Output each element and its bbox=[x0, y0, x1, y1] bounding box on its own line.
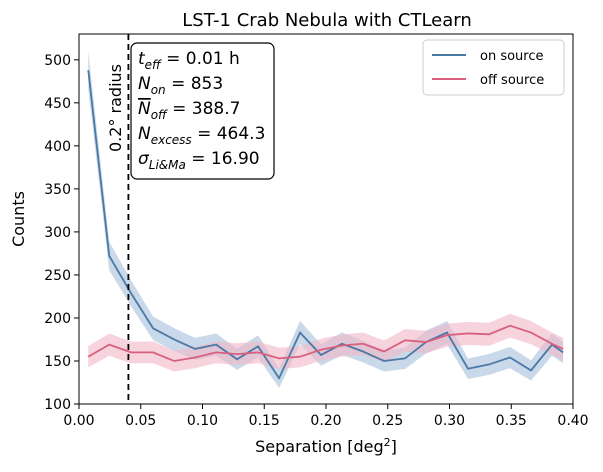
x-tick-label: 0.05 bbox=[125, 413, 156, 429]
stats-value: = 388.7 bbox=[167, 99, 241, 119]
stats-symbol: N bbox=[138, 74, 151, 94]
x-tick-label: 0.40 bbox=[557, 413, 588, 429]
stats-subscript: eff bbox=[145, 58, 162, 72]
x-tick-label: 0.15 bbox=[249, 413, 280, 429]
stats-line: Nexcess = 464.3 bbox=[138, 124, 265, 147]
y-axis: 100 150 200 250 300 350 400 450 500 bbox=[44, 53, 79, 413]
plot-area bbox=[87, 51, 564, 388]
y-axis-label: Counts bbox=[9, 191, 28, 247]
on-source-error-band bbox=[88, 51, 564, 388]
stats-value: = 0.01 h bbox=[161, 49, 240, 69]
legend: on source off source bbox=[422, 39, 565, 96]
legend-label-off-source: off source bbox=[480, 73, 544, 88]
stats-symbol: N bbox=[138, 99, 151, 119]
stats-symbol: σ bbox=[138, 149, 150, 169]
x-tick-label: 0.20 bbox=[310, 413, 341, 429]
y-tick-label: 300 bbox=[44, 225, 71, 241]
off-source-line bbox=[87, 324, 564, 362]
stats-value: = 464.3 bbox=[192, 124, 266, 144]
y-tick-label: 150 bbox=[44, 354, 71, 370]
x-axis: 0.00 0.05 0.10 0.15 0.20 0.25 0.30 0.35 0.40 bbox=[63, 404, 589, 429]
stats-line: Noff = 388.7 bbox=[138, 99, 240, 122]
legend-label-on-source: on source bbox=[480, 49, 544, 64]
x-axis-label-sup: 2 bbox=[384, 436, 391, 449]
x-tick-label: 0.30 bbox=[434, 413, 465, 429]
stats-subscript: Li&Ma bbox=[149, 158, 186, 172]
stats-box-frame bbox=[130, 42, 275, 180]
y-tick-label: 200 bbox=[44, 311, 71, 327]
radius-marker: 0.2° radius bbox=[106, 34, 130, 404]
y-tick-label: 450 bbox=[44, 96, 71, 112]
x-axis-label-suffix: ] bbox=[391, 437, 397, 456]
stats-subscript: off bbox=[151, 108, 168, 122]
stats-symbol: t bbox=[138, 49, 146, 69]
y-tick-label: 350 bbox=[44, 182, 71, 198]
on-source-line bbox=[87, 70, 564, 381]
stats-line: teff = 0.01 h bbox=[138, 49, 240, 72]
stats-value: = 16.90 bbox=[186, 149, 260, 169]
legend-frame bbox=[422, 39, 565, 96]
radius-label: 0.2° radius bbox=[106, 64, 125, 152]
y-tick-label: 500 bbox=[44, 53, 71, 69]
stats-line: Non = 853 bbox=[138, 74, 223, 97]
x-tick-label: 0.35 bbox=[496, 413, 527, 429]
x-axis-label: Separation [deg2] bbox=[255, 436, 397, 456]
off-source-error-band bbox=[88, 313, 564, 372]
stats-line: σLi&Ma = 16.90 bbox=[138, 149, 260, 172]
chart-title: LST-1 Crab Nebula with CTLearn bbox=[182, 10, 472, 31]
x-tick-label: 0.25 bbox=[372, 413, 403, 429]
y-tick-label: 400 bbox=[44, 139, 71, 155]
stats-subscript: excess bbox=[151, 133, 192, 147]
x-tick-label: 0.10 bbox=[187, 413, 218, 429]
y-tick-label: 250 bbox=[44, 268, 71, 284]
stats-subscript: on bbox=[151, 83, 166, 97]
stats-symbol: N bbox=[138, 124, 151, 144]
y-tick-label: 100 bbox=[44, 397, 71, 413]
x-tick-label: 0.00 bbox=[63, 413, 94, 429]
stats-value: = 853 bbox=[166, 74, 224, 94]
x-axis-label-main: Separation [deg bbox=[255, 437, 383, 456]
